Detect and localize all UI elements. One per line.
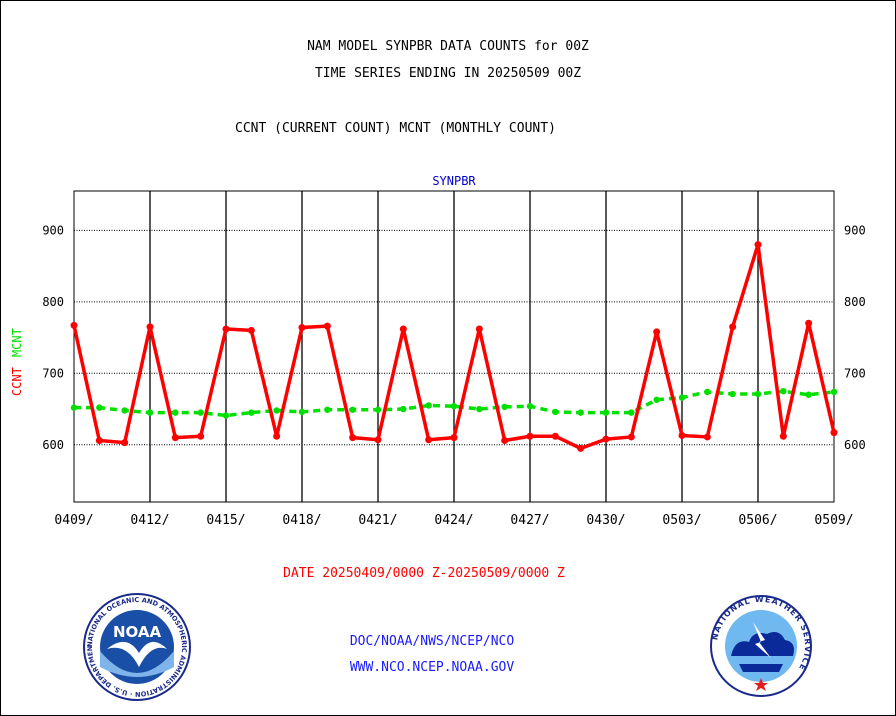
ccnt-point xyxy=(399,325,407,333)
x-tick-label: 0409/ xyxy=(54,513,93,528)
nws-logo: NATIONAL WEATHER SERVICE xyxy=(710,595,812,697)
noaa-logo-text: NOAA xyxy=(113,623,162,641)
ccnt-point xyxy=(653,328,661,336)
ccnt-point xyxy=(222,325,230,333)
mcnt-point xyxy=(400,405,407,413)
mcnt-point xyxy=(830,388,838,396)
mcnt-point xyxy=(374,406,382,413)
ccnt-point xyxy=(323,322,331,330)
ccnt-point xyxy=(374,436,382,444)
mcnt-point xyxy=(526,402,534,410)
x-tick-label: 0415/ xyxy=(206,513,245,528)
x-tick-label: 0427/ xyxy=(510,513,549,528)
y-axis-label: CCNT MCNT xyxy=(10,328,24,396)
title-line-2: TIME SERIES ENDING IN 20250509 00Z xyxy=(314,66,582,81)
ccnt-point xyxy=(551,432,559,440)
ccnt-point xyxy=(247,326,255,334)
title-line-1: NAM MODEL SYNPBR DATA COUNTS for 00Z xyxy=(307,39,589,54)
y-tick-label-right: 600 xyxy=(844,438,866,452)
x-tick-label: 0509/ xyxy=(814,513,853,528)
mcnt-point xyxy=(653,396,660,403)
mcnt-point xyxy=(70,404,78,411)
ccnt-point xyxy=(830,429,838,437)
ccnt-point xyxy=(425,436,433,444)
ccnt-point xyxy=(298,324,306,332)
mcnt-point xyxy=(805,391,812,398)
y-tick-label-left: 700 xyxy=(42,366,64,380)
chart-title: SYNPBR xyxy=(432,174,476,188)
ccnt-point xyxy=(95,437,103,445)
time-series-chart: 0409/0412/0415/0418/0421/0424/0427/0430/… xyxy=(10,174,866,528)
mcnt-point xyxy=(577,409,584,416)
mcnt-point xyxy=(349,406,356,413)
y-tick-label-left: 900 xyxy=(42,223,64,237)
ccnt-point xyxy=(627,433,635,441)
y-axis-label-ccnt: CCNT xyxy=(10,367,24,396)
ccnt-point xyxy=(121,439,129,447)
ccnt-point xyxy=(197,432,205,440)
ccnt-point xyxy=(171,434,179,442)
ccnt-point xyxy=(729,323,737,331)
mcnt-point xyxy=(121,407,128,414)
ccnt-point xyxy=(146,323,154,331)
y-tick-label-right: 800 xyxy=(844,295,866,309)
mcnt-point xyxy=(704,388,711,396)
ccnt-point xyxy=(70,321,78,329)
mcnt-point xyxy=(146,409,154,416)
mcnt-point xyxy=(197,409,204,416)
x-tick-label: 0430/ xyxy=(586,513,625,528)
ccnt-point xyxy=(602,435,610,443)
ccnt-point xyxy=(501,437,509,445)
org-website-label: WWW.NCO.NCEP.NOAA.GOV xyxy=(349,660,515,675)
x-tick-label: 0503/ xyxy=(662,513,701,528)
ccnt-point xyxy=(805,319,813,327)
mcnt-point xyxy=(273,407,280,414)
mcnt-point xyxy=(298,408,306,416)
mcnt-point xyxy=(754,390,762,398)
ccnt-point xyxy=(678,432,686,440)
y-tick-label-left: 600 xyxy=(42,438,64,452)
mcnt-point xyxy=(780,387,787,395)
mcnt-point xyxy=(248,409,255,416)
mcnt-point xyxy=(552,408,559,416)
ccnt-point xyxy=(450,434,458,442)
x-tick-label: 0506/ xyxy=(738,513,777,528)
ccnt-point xyxy=(273,432,281,440)
mcnt-point xyxy=(628,409,635,416)
mcnt-point xyxy=(678,394,686,401)
ccnt-point xyxy=(475,325,483,333)
ccnt-point xyxy=(703,433,711,441)
y-tick-label-right: 900 xyxy=(844,223,866,237)
series-description: CCNT (CURRENT COUNT) MCNT (MONTHLY COUNT… xyxy=(235,121,556,136)
x-tick-label: 0412/ xyxy=(130,513,169,528)
ccnt-point xyxy=(754,241,762,249)
ccnt-point xyxy=(349,434,357,442)
mcnt-point xyxy=(96,404,103,411)
date-range-label: DATE 20250409/0000 Z-20250509/0000 Z xyxy=(283,566,565,581)
mcnt-point xyxy=(450,402,458,410)
mcnt-point xyxy=(324,406,331,413)
mcnt-point xyxy=(501,403,508,411)
x-tick-label: 0424/ xyxy=(434,513,473,528)
mcnt-point xyxy=(729,390,736,398)
y-tick-label-left: 800 xyxy=(42,295,64,309)
ccnt-point xyxy=(779,432,787,440)
ccnt-point xyxy=(526,432,534,440)
mcnt-point xyxy=(602,409,610,416)
mcnt-point xyxy=(476,405,483,413)
y-axis-label-mcnt: MCNT xyxy=(10,328,24,357)
noaa-logo: NOAA NATIONAL OCEANIC AND ATMOSPHERIC AD… xyxy=(81,591,191,701)
ccnt-point xyxy=(577,444,585,452)
x-tick-label: 0421/ xyxy=(358,513,397,528)
y-tick-label-right: 700 xyxy=(844,366,866,380)
org-path-label: DOC/NOAA/NWS/NCEP/NCO xyxy=(349,634,515,649)
x-tick-label: 0418/ xyxy=(282,513,321,528)
mcnt-point xyxy=(172,409,179,416)
mcnt-point xyxy=(222,412,230,419)
mcnt-point xyxy=(425,402,432,409)
